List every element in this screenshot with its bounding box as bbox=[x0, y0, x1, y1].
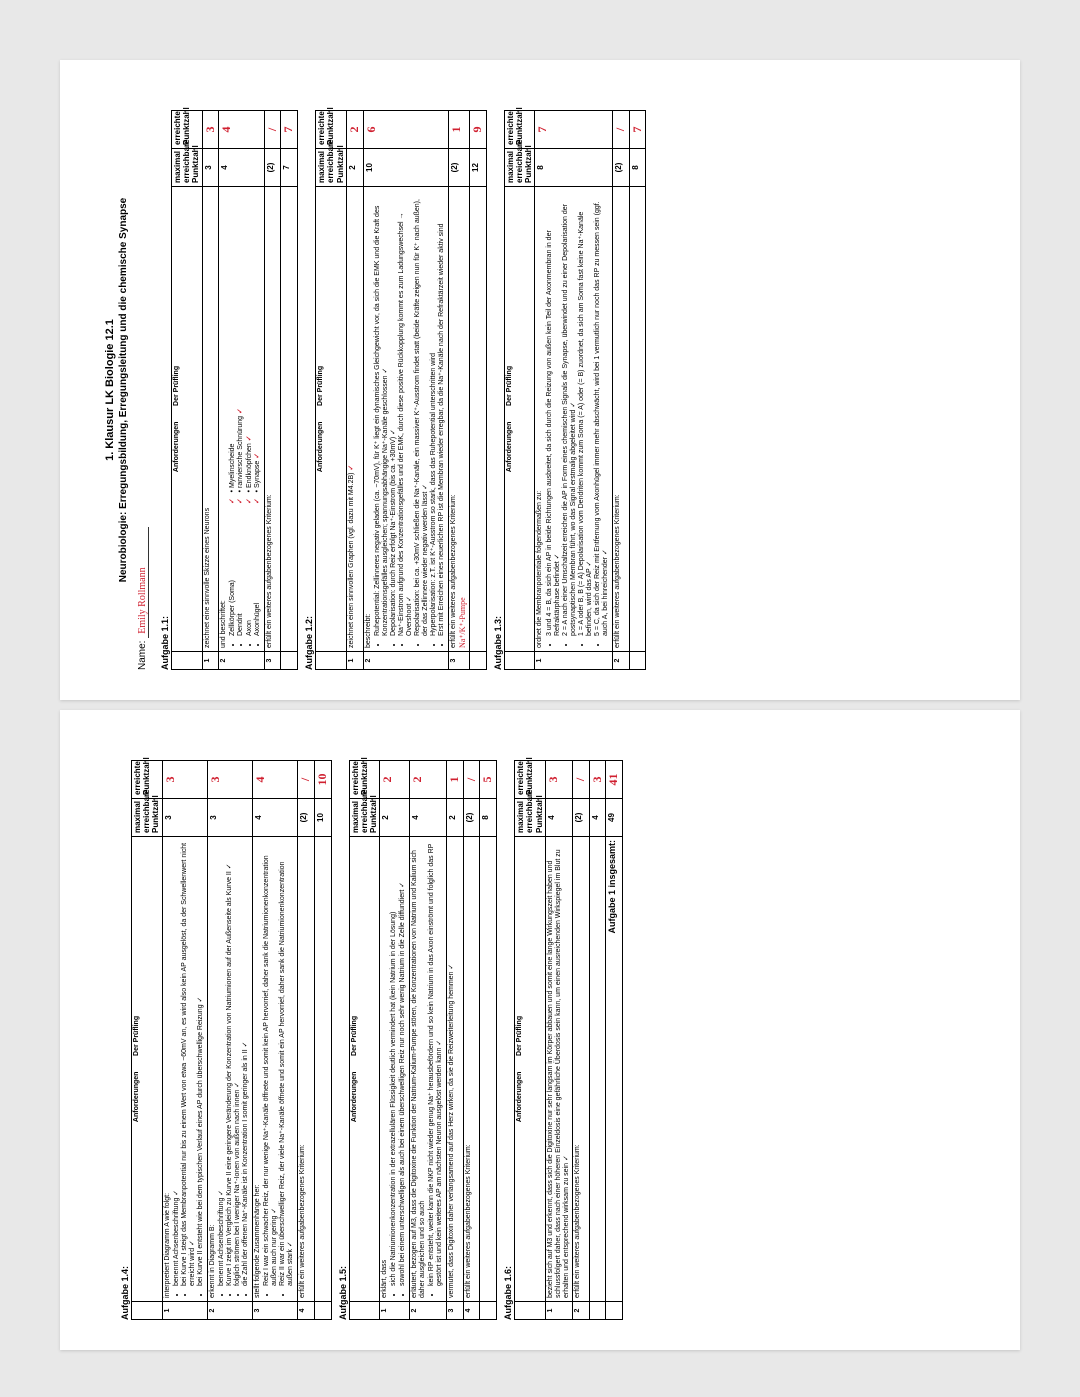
table-header-row: Anforderungen Der Prüfling maximal errei… bbox=[349, 761, 380, 1320]
table-sum-row: 12 9 bbox=[470, 111, 487, 670]
section-1-2-label: Aufgabe 1.2: bbox=[304, 80, 314, 670]
table-row: 2 und beschriftet: Zellkörper (Soma) ✓ •… bbox=[219, 111, 264, 670]
section-1-4-label: Aufgabe 1.4: bbox=[120, 730, 130, 1320]
table-row: 2 erfüllt ein weiteres aufgabenbezogenes… bbox=[572, 761, 589, 1320]
doc-subtitle: Neurobiologie: Erregungsbildung, Erregun… bbox=[118, 80, 129, 700]
hdr-erz: erreichte Punktzahl bbox=[172, 111, 203, 149]
table-row: 2 erfüllt ein weiteres aufgabenbezogenes… bbox=[612, 111, 629, 670]
table-row: 4 erfüllt ein weiteres aufgabenbezogenes… bbox=[463, 761, 480, 1320]
section-1-6-label: Aufgabe 1.6: bbox=[503, 730, 513, 1320]
table-row: 3 erfüllt ein weiteres aufgabenbezogenes… bbox=[449, 111, 470, 670]
table-sum-row: 7 7 bbox=[281, 111, 298, 670]
table-1-3: Anforderungen Der Prüfling maximal errei… bbox=[504, 110, 647, 670]
name-value: Emily Rollmann bbox=[137, 527, 149, 637]
section-1-3-label: Aufgabe 1.3: bbox=[493, 80, 503, 670]
page-2: Aufgabe 1.4: Anforderungen Der Prüfling … bbox=[60, 710, 1020, 1350]
table-sum-row: 8 7 bbox=[629, 111, 646, 670]
table-header-row: Anforderungen Der Prüfling maximal errei… bbox=[132, 761, 163, 1320]
table-header-row: Anforderungen Der Prüfling maximal errei… bbox=[504, 111, 535, 670]
table-row: 1 bezieht sich auf M3 und erkennt, dass … bbox=[545, 761, 572, 1320]
table-row: 1 zeichnet eine sinnvolle Skizze eines N… bbox=[202, 111, 219, 670]
page-2-content: Aufgabe 1.4: Anforderungen Der Prüfling … bbox=[100, 730, 629, 1350]
table-row: 1 interpretiert Diagramm A wie folgt: be… bbox=[162, 761, 207, 1320]
section-1-1-label: Aufgabe 1.1: bbox=[160, 80, 170, 670]
table-sum-row: 4 3 bbox=[589, 761, 606, 1320]
table-row: 2 beschreibt: Ruhepotential: Zellinneres… bbox=[363, 111, 448, 670]
page-1-content: 1. Klausur LK Biologie 12.1 Neurobiologi… bbox=[100, 80, 652, 700]
table-1-6: Anforderungen Der Prüfling maximal errei… bbox=[514, 760, 623, 1320]
table-1-5: Anforderungen Der Prüfling maximal errei… bbox=[349, 760, 497, 1320]
name-line: Name: Emily Rollmann bbox=[137, 80, 148, 670]
hdr-anforderungen: Anforderungen Der Prüfling bbox=[172, 187, 203, 652]
table-1-4: Anforderungen Der Prüfling maximal errei… bbox=[131, 760, 332, 1320]
table-1-2: Anforderungen Der Prüfling maximal errei… bbox=[315, 110, 487, 670]
table-row: 2 erläutert, bezogen auf M3, dass die Di… bbox=[409, 761, 446, 1320]
table-sum-row: 10 10 bbox=[315, 761, 332, 1320]
table-total-row: Aufgabe 1 insgesamt: 49 41 bbox=[606, 761, 623, 1320]
doc-title: 1. Klausur LK Biologie 12.1 bbox=[104, 80, 116, 700]
table-row: 1 erklärt, dass sich die Natriumionenkon… bbox=[380, 761, 409, 1320]
section-1-5-label: Aufgabe 1.5: bbox=[338, 730, 348, 1320]
table-row: 2 erkennt in Diagramm B: benennt Achsenb… bbox=[207, 761, 252, 1320]
table-header-row: Anforderungen Der Prüfling maximal errei… bbox=[515, 761, 546, 1320]
page-1: 1. Klausur LK Biologie 12.1 Neurobiologi… bbox=[60, 60, 1020, 700]
table-1-1: Anforderungen Der Prüfling maximal errei… bbox=[171, 110, 298, 670]
table-row: 1 ordnet die Membranpotentiale folgender… bbox=[535, 111, 612, 670]
table-row: 3 stellt folgende Zusammenhänge her: Rei… bbox=[253, 761, 298, 1320]
table-header-row: Anforderungen Der Prüfling maximal errei… bbox=[172, 111, 203, 670]
table-row: 1 zeichnet einen sinnvollen Graphen (vgl… bbox=[346, 111, 363, 670]
table-row: 3 erfüllt ein weiteres aufgabenbezogenes… bbox=[264, 111, 281, 670]
hdr-max: maximal erreichbare Punktzahl bbox=[172, 149, 203, 187]
table-header-row: Anforderungen Der Prüfling maximal errei… bbox=[316, 111, 347, 670]
table-row: 3 vermutet, dass Digitoxin daher verlang… bbox=[446, 761, 463, 1320]
table-sum-row: 8 5 bbox=[480, 761, 497, 1320]
table-row: 4 erfüllt ein weiteres aufgabenbezogenes… bbox=[298, 761, 315, 1320]
name-label: Name: bbox=[137, 641, 148, 670]
